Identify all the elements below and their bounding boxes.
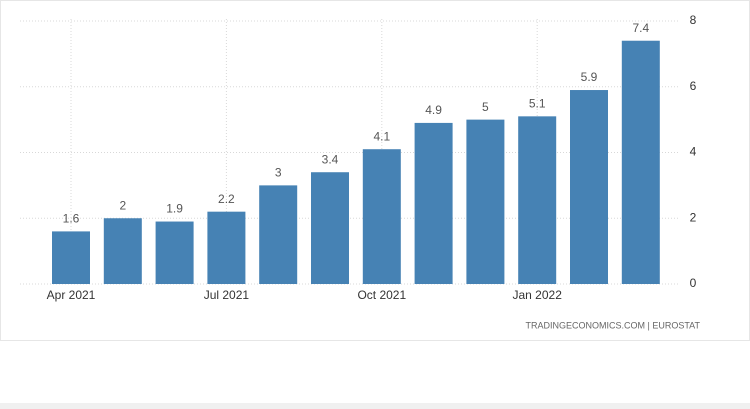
bar bbox=[52, 231, 90, 284]
value-label: 2 bbox=[119, 198, 126, 212]
bar bbox=[155, 221, 194, 284]
bar bbox=[103, 218, 142, 284]
value-label: 5.1 bbox=[529, 97, 546, 111]
x-tick-label: Oct 2021 bbox=[357, 288, 406, 302]
bar bbox=[207, 211, 246, 284]
y-tick-label: 4 bbox=[690, 145, 697, 159]
bar bbox=[362, 149, 401, 284]
source: TRADINGECONOMICS.COM | EUROSTAT bbox=[525, 320, 700, 330]
value-label: 4.1 bbox=[373, 129, 390, 143]
value-label: 1.6 bbox=[63, 212, 80, 226]
x-tick-label: Apr 2021 bbox=[47, 288, 96, 302]
bar bbox=[621, 40, 660, 284]
value-label: 3.4 bbox=[322, 152, 339, 166]
value-label: 1.9 bbox=[166, 202, 183, 216]
value-label: 3 bbox=[275, 166, 282, 180]
y-tick-label: 0 bbox=[690, 276, 697, 290]
bar bbox=[414, 122, 453, 284]
value-label: 7.4 bbox=[632, 21, 649, 35]
x-tick-label: Jul 2021 bbox=[204, 288, 250, 302]
bar bbox=[518, 116, 557, 285]
bar bbox=[259, 185, 298, 284]
bar bbox=[466, 119, 505, 284]
value-label: 5.9 bbox=[581, 70, 598, 84]
y-tick-label: 8 bbox=[690, 13, 697, 27]
value-label: 2.2 bbox=[218, 192, 235, 206]
x-tick-label: Jan 2022 bbox=[513, 288, 563, 302]
bottom-strip bbox=[0, 403, 750, 409]
value-label: 5 bbox=[482, 100, 489, 114]
y-tick-label: 6 bbox=[690, 79, 697, 93]
y-tick-label: 2 bbox=[690, 210, 697, 224]
bar bbox=[570, 90, 608, 284]
bar bbox=[311, 172, 349, 284]
value-label: 4.9 bbox=[425, 103, 442, 117]
